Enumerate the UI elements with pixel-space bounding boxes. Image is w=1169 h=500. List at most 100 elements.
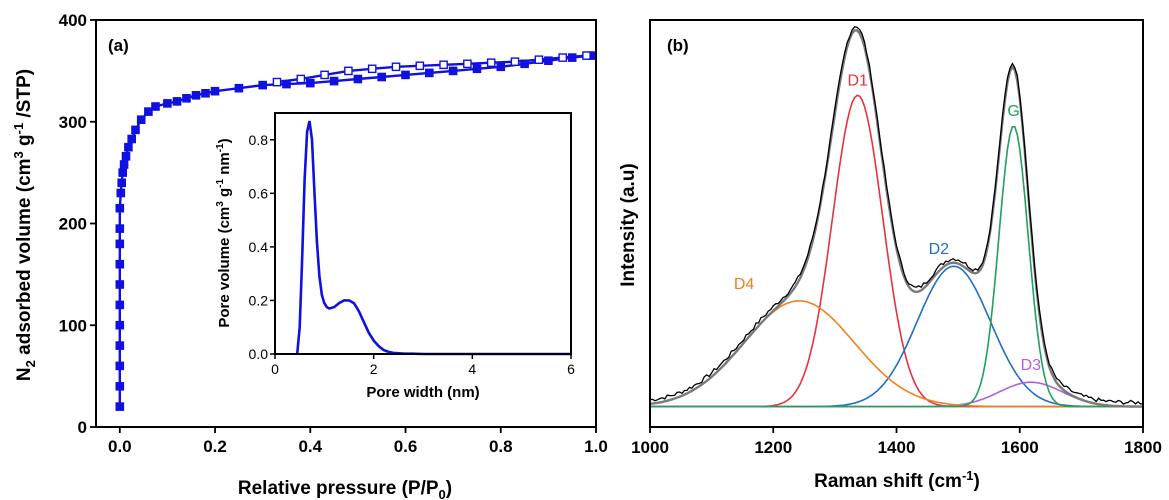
desorption-point (439, 60, 448, 70)
inset-y-tick-label: 0.2 (249, 292, 269, 308)
inset-x-tick-label: 4 (468, 361, 476, 377)
panel-a: 0.0 0.2 0.4 0.6 0.8 1.0 0 100 200 300 400 (a) 0 2 4 6… (11, 11, 608, 500)
adsorption-point (191, 90, 201, 100)
peak-g-curve (650, 126, 1143, 408)
adsorption-point (234, 83, 244, 93)
panel-b: 1000 1200 1400 1600 1800 D1 D2 D3 D4 G (b) Raman… (618, 19, 1162, 492)
adsorption-point (172, 97, 182, 106)
measured-spectrum-curve (649, 26, 1144, 405)
inset: 0 2 4 6 0.0 0.2 0.4 0.6 0.8 Pore width (nm) Pore… (215, 112, 576, 401)
adsorption-point (115, 280, 125, 289)
peak-label-d2: D2 (929, 241, 950, 258)
x-tick-label: 0.4 (298, 437, 322, 456)
panel-a-y-axis-title: N2 adsorbed volume (cm3 g-1 /STP) (11, 69, 38, 381)
adsorption-point (182, 93, 191, 103)
adsorption-point (115, 224, 125, 233)
inset-background (275, 113, 571, 354)
adsorption-point (115, 382, 125, 391)
panel-b-label: (b) (667, 36, 689, 55)
y-tick-label: 100 (59, 316, 87, 335)
x-tick-label: 1.0 (584, 437, 608, 456)
adsorption-point (144, 107, 153, 116)
desorption-point (367, 64, 377, 74)
adsorption-series (115, 51, 596, 411)
adsorption-point (127, 134, 137, 144)
y-tick-label: 200 (59, 215, 87, 234)
x-tick-label: 0.0 (108, 437, 132, 456)
adsorption-point (201, 88, 210, 98)
x-tick-label: 1600 (1001, 438, 1039, 457)
inset-ticks: 0 2 4 6 0.0 0.2 0.4 0.6 0.8 (249, 132, 576, 377)
desorption-point (510, 57, 520, 66)
peak-label-d1: D1 (847, 72, 868, 89)
y-tick-label: 0 (78, 418, 87, 437)
desorption-point (320, 70, 329, 80)
inset-y-tick-label: 0.0 (249, 346, 269, 362)
peak-labels: D1 D2 D3 D4 G (734, 72, 1041, 374)
desorption-point (296, 74, 306, 84)
panel-a-label: (a) (108, 36, 129, 55)
x-tick-label: 1800 (1124, 438, 1162, 457)
desorption-point (415, 61, 425, 71)
panel-b-ticks: 1000 1200 1400 1600 1800 (631, 427, 1162, 457)
adsorption-point (163, 99, 172, 108)
desorption-point (558, 53, 567, 62)
adsorption-point (306, 78, 315, 88)
adsorption-point (115, 203, 125, 213)
peak-label-d3: D3 (1021, 357, 1042, 374)
adsorption-point (115, 341, 125, 350)
inset-y-tick-label: 0.8 (249, 132, 269, 148)
inset-x-tick-label: 2 (370, 361, 378, 377)
inset-y-tick-label: 0.6 (249, 185, 269, 201)
adsorption-point (448, 66, 458, 76)
adsorption-point (119, 160, 129, 169)
panel-b-y-axis-title: Intensity (a.u) (618, 163, 639, 287)
y-tick-label: 300 (59, 113, 87, 132)
adsorption-point (544, 56, 553, 65)
adsorption-point (258, 80, 268, 90)
adsorption-point (496, 62, 506, 72)
desorption-point (391, 62, 401, 72)
adsorption-point (115, 239, 125, 249)
desorption-point (582, 51, 591, 60)
inset-frame (274, 112, 572, 355)
desorption-point (344, 66, 353, 76)
panel-a-x-axis-title: Relative pressure (P/P0) (238, 478, 452, 500)
desorption-series (272, 51, 591, 87)
adsorption-point (118, 168, 127, 177)
adsorption-point (136, 115, 146, 124)
desorption-point (486, 58, 496, 67)
adsorption-point (377, 72, 387, 82)
adsorption-point (401, 70, 410, 80)
adsorption-point (115, 259, 125, 269)
adsorption-point (117, 178, 126, 188)
adsorption-point (353, 74, 363, 84)
raman-curves (649, 26, 1144, 408)
x-tick-label: 1000 (631, 438, 669, 457)
peak-label-g: G (1007, 103, 1019, 120)
fit-sum-curve (649, 29, 1143, 408)
adsorption-point (425, 68, 434, 78)
panel-b-x-axis-title: Raman shift (cm-1) (814, 468, 980, 492)
x-tick-label: 1400 (878, 438, 916, 457)
inset-y-axis-title: Pore volume (cm3 g-1 nm-1) (215, 138, 233, 327)
adsorption-point (115, 361, 125, 371)
adsorption-point (121, 151, 131, 161)
x-tick-label: 1200 (754, 438, 792, 457)
adsorption-point (124, 142, 133, 152)
x-tick-label: 0.8 (489, 437, 513, 456)
adsorption-point (210, 86, 220, 96)
desorption-point (272, 77, 282, 87)
y-tick-label: 400 (59, 11, 87, 30)
adsorption-point (472, 64, 482, 74)
adsorption-point (116, 188, 126, 198)
adsorption-point (131, 125, 140, 135)
adsorption-point (115, 402, 125, 411)
desorption-point (534, 55, 544, 64)
adsorption-point (115, 320, 125, 330)
desorption-point (463, 59, 472, 69)
adsorption-point (151, 102, 160, 111)
inset-x-tick-label: 0 (271, 361, 279, 377)
adsorption-point (329, 76, 339, 86)
